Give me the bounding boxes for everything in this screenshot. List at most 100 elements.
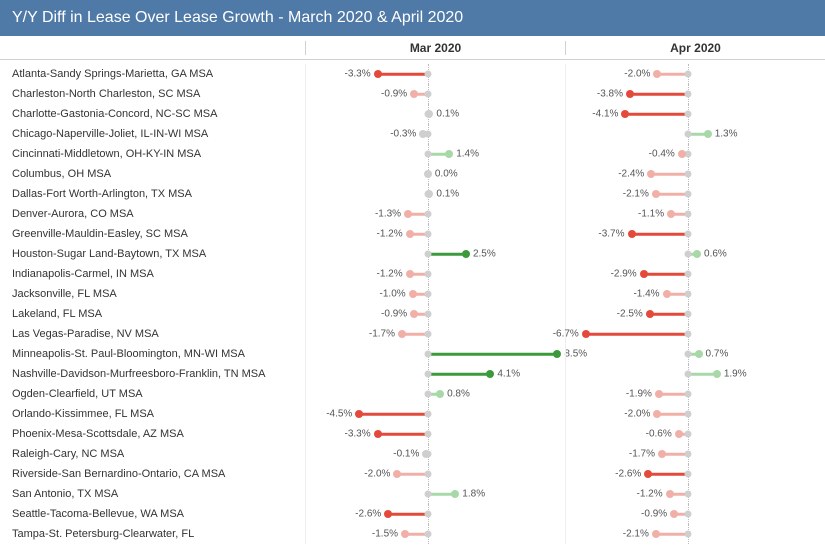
value-dot xyxy=(419,130,427,138)
base-dot xyxy=(424,351,431,358)
table-row: Ogden-Clearfield, UT MSA0.8%-1.9% xyxy=(0,384,825,404)
base-dot xyxy=(684,411,691,418)
lollipop-stem xyxy=(651,173,688,176)
table-row: Minneapolis-St. Paul-Bloomington, MN-WI … xyxy=(0,344,825,364)
table-row: Las Vegas-Paradise, NV MSA-1.7%-6.7% xyxy=(0,324,825,344)
lollipop-cell: -6.7% xyxy=(565,324,825,344)
value-label: -2.0% xyxy=(624,69,650,80)
base-dot xyxy=(684,231,691,238)
base-dot xyxy=(424,511,431,518)
value-dot xyxy=(422,450,430,458)
lollipop-cell: -1.3% xyxy=(305,204,565,224)
base-dot xyxy=(684,111,691,118)
row-label: Greenville-Mauldin-Easley, SC MSA xyxy=(0,228,305,240)
lollipop-cell: -2.0% xyxy=(565,404,825,424)
lollipop-cell: -0.4% xyxy=(565,144,825,164)
value-dot xyxy=(462,250,470,258)
lollipop-stem xyxy=(378,433,428,436)
row-label: Denver-Aurora, CO MSA xyxy=(0,208,305,220)
base-dot xyxy=(424,291,431,298)
lollipop-cell: -2.9% xyxy=(565,264,825,284)
lollipop-cell: 0.8% xyxy=(305,384,565,404)
row-label: Riverside-San Bernardino-Ontario, CA MSA xyxy=(0,468,305,480)
base-dot xyxy=(684,91,691,98)
table-row: San Antonio, TX MSA1.8%-1.2% xyxy=(0,484,825,504)
lollipop-cell: -4.5% xyxy=(305,404,565,424)
table-row: Houston-Sugar Land-Baytown, TX MSA2.5%0.… xyxy=(0,244,825,264)
base-dot xyxy=(684,471,691,478)
value-dot xyxy=(667,210,675,218)
lollipop-stem xyxy=(650,313,688,316)
lollipop-cell: 4.1% xyxy=(305,364,565,384)
value-dot xyxy=(406,230,414,238)
value-dot xyxy=(647,170,655,178)
value-label: -2.0% xyxy=(624,409,650,420)
row-label: Seattle-Tacoma-Bellevue, WA MSA xyxy=(0,508,305,520)
row-label: Lakeland, FL MSA xyxy=(0,308,305,320)
lollipop-cell: -2.6% xyxy=(305,504,565,524)
value-label: -3.7% xyxy=(598,229,624,240)
base-dot xyxy=(424,531,431,538)
row-label: Orlando-Kissimmee, FL MSA xyxy=(0,408,305,420)
value-label: -2.6% xyxy=(355,509,381,520)
value-label: -0.9% xyxy=(641,509,667,520)
row-label: Houston-Sugar Land-Baytown, TX MSA xyxy=(0,248,305,260)
lollipop-cell: -1.4% xyxy=(565,284,825,304)
lollipop-cell: -1.1% xyxy=(565,204,825,224)
value-dot xyxy=(355,410,363,418)
base-dot xyxy=(424,391,431,398)
value-label: -2.1% xyxy=(623,189,649,200)
value-label: -2.6% xyxy=(615,469,641,480)
lollipop-cell: -1.2% xyxy=(305,224,565,244)
base-dot xyxy=(684,211,691,218)
table-row: Charlotte-Gastonia-Concord, NC-SC MSA0.1… xyxy=(0,104,825,124)
lollipop-stem xyxy=(656,193,688,196)
row-label: Jacksonville, FL MSA xyxy=(0,288,305,300)
lollipop-cell: -3.3% xyxy=(305,424,565,444)
row-label: Tampa-St. Petersburg-Clearwater, FL xyxy=(0,528,305,540)
base-dot xyxy=(424,331,431,338)
value-dot xyxy=(410,310,418,318)
lollipop-cell: -0.1% xyxy=(305,444,565,464)
base-dot xyxy=(684,351,691,358)
value-label: 0.7% xyxy=(706,349,729,360)
lollipop-stem xyxy=(388,513,428,516)
lollipop-stem xyxy=(397,473,427,476)
value-dot xyxy=(398,330,406,338)
base-dot xyxy=(424,251,431,258)
value-dot xyxy=(695,350,703,358)
base-dot xyxy=(684,171,691,178)
table-row: Columbus, OH MSA0.0%-2.4% xyxy=(0,164,825,184)
table-row: Chicago-Naperville-Joliet, IL-IN-WI MSA-… xyxy=(0,124,825,144)
row-label: Phoenix-Mesa-Scottsdale, AZ MSA xyxy=(0,428,305,440)
lollipop-cell: -1.0% xyxy=(305,284,565,304)
base-dot xyxy=(424,151,431,158)
base-dot xyxy=(424,211,431,218)
base-dot xyxy=(424,311,431,318)
base-dot xyxy=(424,91,431,98)
value-label: -2.1% xyxy=(623,529,649,540)
col-header-1: Apr 2020 xyxy=(565,41,825,55)
table-row: Denver-Aurora, CO MSA-1.3% -1.1% xyxy=(0,204,825,224)
value-dot xyxy=(406,270,414,278)
lollipop-cell: 0.0% xyxy=(305,164,565,184)
lollipop-stem xyxy=(656,533,688,536)
lollipop-stem xyxy=(630,93,688,96)
value-dot xyxy=(404,210,412,218)
table-row: Indianapolis-Carmel, IN MSA-1.2%-2.9% xyxy=(0,264,825,284)
value-dot xyxy=(704,130,712,138)
lollipop-cell: -2.5% xyxy=(565,304,825,324)
value-label: -1.1% xyxy=(638,209,664,220)
lollipop-stem xyxy=(657,413,687,416)
value-label: -3.8% xyxy=(597,89,623,100)
lollipop-cell: -1.2% xyxy=(305,264,565,284)
lollipop-cell: -2.4% xyxy=(565,164,825,184)
value-dot xyxy=(626,90,634,98)
base-dot xyxy=(684,271,691,278)
lollipop-cell: -2.6% xyxy=(565,464,825,484)
base-dot xyxy=(684,531,691,538)
value-dot xyxy=(653,410,661,418)
table-row: Jacksonville, FL MSA-1.0%-1.4% xyxy=(0,284,825,304)
row-label: Charleston-North Charleston, SC MSA xyxy=(0,88,305,100)
value-label: -1.7% xyxy=(629,449,655,460)
